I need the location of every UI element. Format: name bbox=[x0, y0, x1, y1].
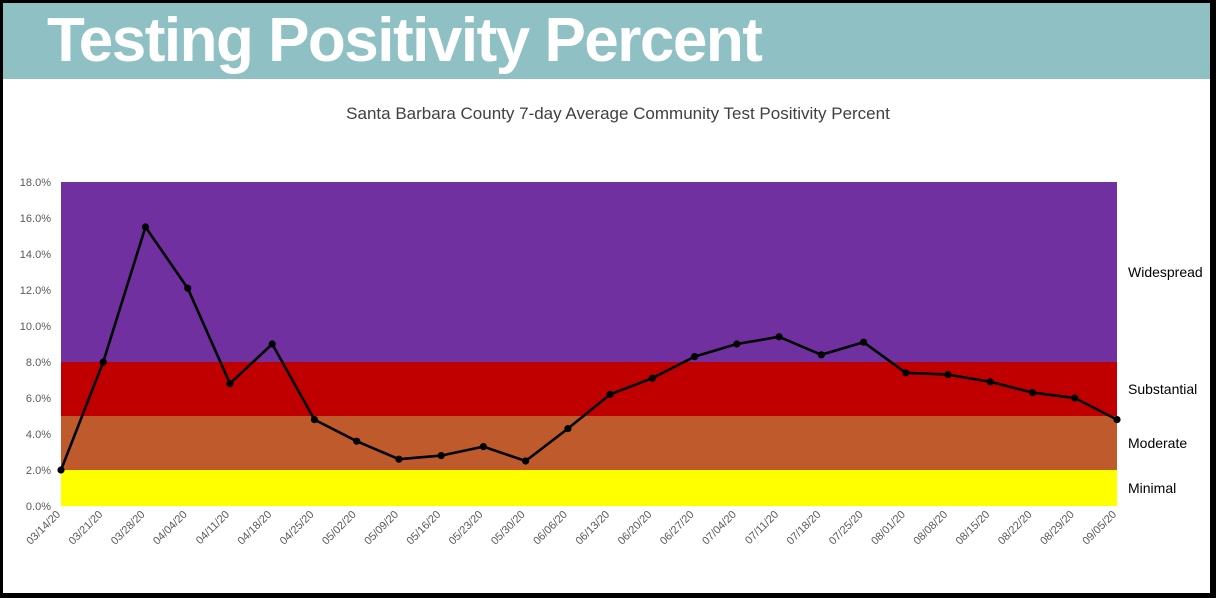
banner: Testing Positivity Percent bbox=[3, 3, 1210, 79]
positivity-chart: Santa Barbara County 7-day Average Commu… bbox=[20, 104, 1203, 548]
zone-label-substantial: Substantial bbox=[1128, 381, 1197, 397]
zone-labels: Minimal Moderate Substantial Widespread bbox=[1128, 264, 1203, 496]
y-tick-label: 10.0% bbox=[20, 321, 51, 333]
x-tick-label: 08/22/20 bbox=[996, 509, 1035, 548]
zone-band-substantial bbox=[61, 362, 1117, 416]
x-tick-label: 06/06/20 bbox=[531, 509, 570, 548]
data-point bbox=[479, 443, 487, 451]
y-tick-label: 16.0% bbox=[20, 213, 51, 225]
x-tick-label: 07/11/20 bbox=[743, 509, 781, 547]
x-tick-label: 07/18/20 bbox=[785, 509, 824, 548]
x-axis-ticks: 03/14/20 03/21/20 03/28/20 04/04/20 04/11/20… bbox=[24, 509, 1119, 548]
series-line-group bbox=[57, 223, 1121, 474]
x-tick-label: 04/04/20 bbox=[151, 509, 190, 548]
x-tick-label: 08/29/20 bbox=[1038, 509, 1077, 548]
data-point bbox=[226, 380, 234, 388]
x-tick-label: 05/09/20 bbox=[362, 509, 401, 548]
data-point bbox=[691, 353, 699, 361]
y-tick-label: 0.0% bbox=[26, 501, 51, 513]
data-point bbox=[944, 371, 952, 379]
x-tick-label: 05/23/20 bbox=[447, 509, 486, 548]
y-tick-label: 6.0% bbox=[26, 393, 51, 405]
data-point bbox=[648, 374, 656, 382]
x-tick-label: 03/21/20 bbox=[67, 509, 106, 548]
x-tick-label: 06/27/20 bbox=[658, 509, 697, 548]
chart-frame: Testing Positivity Percent Santa Barbara… bbox=[3, 3, 1210, 593]
data-point bbox=[1071, 394, 1079, 402]
data-point bbox=[733, 340, 741, 348]
data-point bbox=[268, 340, 276, 348]
data-point bbox=[522, 457, 530, 465]
data-point bbox=[57, 466, 65, 474]
data-point bbox=[606, 390, 614, 398]
data-point bbox=[817, 351, 825, 359]
zone-label-moderate: Moderate bbox=[1128, 435, 1187, 451]
y-tick-label: 2.0% bbox=[26, 465, 51, 477]
x-tick-label: 04/25/20 bbox=[278, 509, 317, 548]
x-tick-label: 08/15/20 bbox=[954, 509, 993, 548]
y-tick-label: 12.0% bbox=[20, 285, 51, 297]
data-point bbox=[986, 378, 994, 386]
zone-label-widespread: Widespread bbox=[1128, 264, 1203, 280]
zone-label-minimal: Minimal bbox=[1128, 480, 1176, 496]
x-tick-label: 04/11/20 bbox=[194, 509, 232, 547]
data-point bbox=[902, 369, 910, 377]
data-point bbox=[859, 338, 868, 346]
x-tick-label: 05/16/20 bbox=[405, 509, 444, 548]
data-point bbox=[395, 455, 403, 463]
chart-title: Santa Barbara County 7-day Average Commu… bbox=[346, 104, 890, 123]
x-tick-label: 09/05/20 bbox=[1080, 509, 1119, 548]
x-tick-label: 06/13/20 bbox=[573, 509, 612, 548]
x-tick-label: 05/02/20 bbox=[320, 509, 359, 548]
data-point bbox=[141, 223, 150, 231]
data-point bbox=[99, 358, 107, 366]
data-point bbox=[564, 425, 572, 433]
x-tick-label: 05/30/20 bbox=[489, 509, 528, 548]
y-tick-label: 18.0% bbox=[20, 177, 51, 189]
x-tick-label: 03/28/20 bbox=[109, 509, 148, 548]
x-tick-label: 04/18/20 bbox=[236, 509, 275, 548]
banner-title: Testing Positivity Percent bbox=[47, 6, 763, 75]
x-tick-label: 06/20/20 bbox=[616, 509, 655, 548]
x-tick-label: 08/01/20 bbox=[869, 509, 908, 548]
data-point bbox=[1113, 416, 1121, 424]
y-axis-ticks: 0.0% 2.0% 4.0% 6.0% 8.0% 10.0% 12.0% 14.0% 16.0%… bbox=[20, 177, 51, 513]
x-tick-label: 08/08/20 bbox=[911, 509, 950, 548]
data-point bbox=[437, 452, 445, 460]
data-point bbox=[775, 333, 783, 341]
x-tick-label: 07/04/20 bbox=[700, 509, 739, 548]
x-tick-label: 03/14/20 bbox=[24, 509, 63, 548]
data-point bbox=[353, 437, 361, 445]
zone-band-minimal bbox=[61, 470, 1117, 506]
y-tick-label: 14.0% bbox=[20, 249, 51, 261]
series-line bbox=[59, 225, 1118, 471]
data-point bbox=[184, 284, 192, 292]
y-tick-label: 4.0% bbox=[26, 429, 51, 441]
data-point bbox=[310, 416, 319, 424]
data-point bbox=[1028, 389, 1037, 397]
x-tick-label: 07/25/20 bbox=[827, 509, 866, 548]
zone-bands bbox=[61, 182, 1117, 506]
zone-band-widespread bbox=[61, 182, 1117, 362]
y-tick-label: 8.0% bbox=[26, 357, 51, 369]
zone-band-moderate bbox=[61, 416, 1117, 470]
